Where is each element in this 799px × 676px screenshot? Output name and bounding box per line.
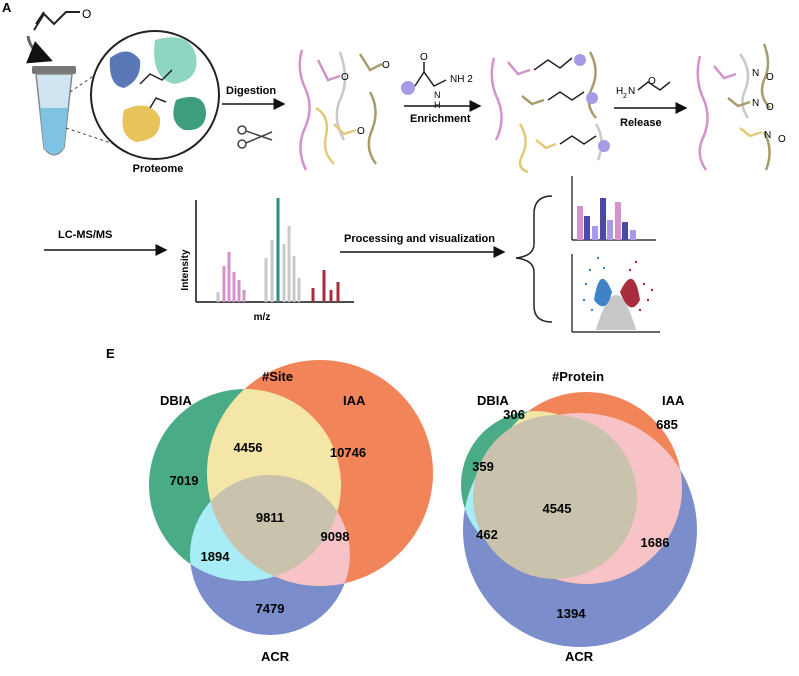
mini-volcano-plot (571, 254, 660, 333)
venn-site-label-dbia: DBIA (160, 393, 192, 408)
oxime-n-1: N (752, 68, 759, 79)
oxime-o-3: O (778, 134, 786, 145)
probe-oxygen: O (420, 52, 428, 63)
hydroxylamine-bonds (637, 81, 671, 91)
protein-blue-icon (109, 51, 141, 88)
enrichment-label: Enrichment (410, 113, 471, 125)
bead-icon-2 (586, 92, 598, 104)
acrolein-oxygen: O (82, 7, 91, 21)
venn-protein-value-dbia-iaa: 306 (503, 407, 525, 422)
venn-protein-value-dbia-only: 359 (472, 459, 494, 474)
oxime-o-1: O (766, 72, 774, 83)
processing-label: Processing and visualization (344, 233, 495, 245)
venn-protein-value-dbia-acr: 462 (476, 527, 498, 542)
venn-site-value-iaa-acr: 9098 (321, 529, 350, 544)
hydroxylamine-2: 2 (623, 93, 627, 100)
probe-h: H (434, 100, 441, 110)
bead-icon-1 (574, 54, 586, 66)
scissors-icon (237, 125, 273, 149)
venn-site-value-acr-only: 7479 (256, 601, 285, 616)
probe-nh2: NH 2 (450, 74, 473, 85)
venn-protein-value-iaa-only: 685 (656, 417, 678, 432)
venn-site (149, 360, 433, 635)
bead-icon-3 (598, 140, 610, 152)
probe-n: N (434, 90, 441, 100)
venn-protein-value-iaa-acr: 1686 (641, 535, 670, 550)
venn-site-value-dbia-acr: 1894 (201, 549, 231, 564)
lcms-label: LC-MS/MS (58, 229, 112, 241)
venn-site-abc-region (207, 475, 341, 581)
digested-peptides (298, 49, 383, 171)
venn-site-value-dbia-only: 7019 (170, 473, 199, 488)
aldehyde-o-3: O (357, 126, 365, 137)
venn-protein (461, 392, 697, 647)
protein-teal-icon (154, 37, 197, 84)
venn-protein-label-acr: ACR (565, 649, 594, 664)
protein-yellow-icon (122, 105, 161, 142)
oxime-o-2: O (766, 102, 774, 113)
panel-a-label: A (2, 0, 12, 15)
proteome-label: Proteome (133, 163, 184, 175)
intensity-axis-label: Intensity (180, 249, 191, 291)
venn-protein-title: #Protein (552, 369, 604, 384)
venn-site-value-dbia-iaa: 4456 (234, 440, 263, 455)
release-label: Release (620, 117, 662, 129)
hydroxylamine-o: O (648, 76, 656, 87)
venn-site-label-iaa: IAA (343, 393, 366, 408)
panel-e-label: E (106, 346, 115, 361)
venn-protein-abc-region (473, 415, 637, 579)
acrolein-double-bond (35, 11, 45, 25)
venn-site-title: #Site (262, 369, 293, 384)
venn-protein-value-all: 4545 (543, 501, 572, 516)
curly-brace (515, 195, 553, 323)
venn-site-value-iaa-only: 10746 (330, 445, 366, 460)
venn-protein-label-iaa: IAA (662, 393, 685, 408)
venn-protein-label-dbia: DBIA (477, 393, 509, 408)
proteome-circle (90, 30, 220, 160)
mini-bar-chart (571, 176, 656, 241)
venn-site-label-acr: ACR (261, 649, 290, 664)
oxime-n-3: N (764, 130, 771, 141)
aldehyde-o-1: O (341, 72, 349, 83)
mass-spectrum (195, 198, 354, 303)
hydrazide-probe (401, 62, 447, 95)
mz-axis-label: m/z (254, 312, 271, 323)
protein-green-icon (173, 96, 206, 131)
oxime-n-2: N (752, 98, 759, 109)
hydroxylamine-h: H (616, 86, 623, 97)
venn-protein-value-acr-only: 1394 (557, 606, 587, 621)
acrolein-structure (33, 11, 80, 31)
venn-site-value-all: 9811 (256, 510, 284, 525)
enriched-peptides (490, 51, 603, 174)
eppendorf-tube-icon (32, 66, 76, 156)
digestion-label: Digestion (226, 85, 276, 97)
hydroxylamine-n: N (628, 86, 635, 97)
curved-arrow (26, 35, 53, 64)
released-peptides (696, 43, 771, 171)
aldehyde-o-2: O (382, 60, 390, 71)
